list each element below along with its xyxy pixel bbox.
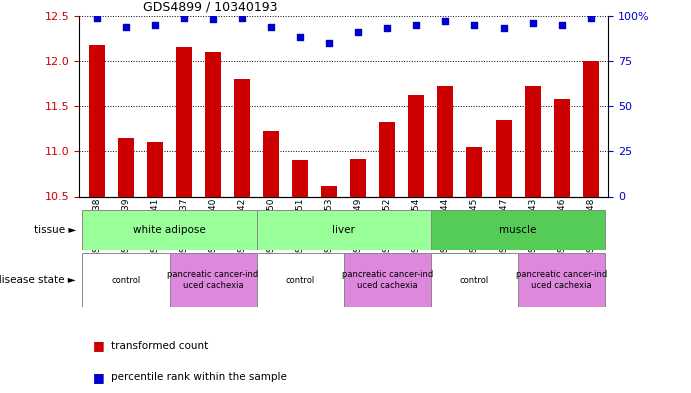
Text: white adipose: white adipose bbox=[133, 225, 206, 235]
Bar bbox=[343, 253, 431, 307]
Point bbox=[178, 15, 189, 21]
Point bbox=[411, 22, 422, 28]
Bar bbox=[431, 210, 605, 250]
Bar bbox=[256, 210, 431, 250]
Text: ■: ■ bbox=[93, 339, 105, 353]
Text: percentile rank within the sample: percentile rank within the sample bbox=[111, 372, 287, 382]
Bar bbox=[553, 99, 569, 196]
Bar bbox=[524, 86, 540, 196]
Point bbox=[294, 34, 305, 40]
Point bbox=[265, 24, 276, 30]
Text: control: control bbox=[460, 275, 489, 285]
Text: transformed count: transformed count bbox=[111, 341, 208, 351]
Bar bbox=[379, 122, 395, 196]
Point bbox=[353, 29, 364, 35]
Text: control: control bbox=[285, 275, 315, 285]
Bar bbox=[321, 185, 337, 196]
Bar bbox=[495, 120, 511, 196]
Text: tissue ►: tissue ► bbox=[34, 225, 76, 235]
Text: muscle: muscle bbox=[500, 225, 537, 235]
Point bbox=[323, 40, 334, 46]
Text: pancreatic cancer-ind
uced cachexia: pancreatic cancer-ind uced cachexia bbox=[167, 270, 258, 290]
Bar bbox=[82, 210, 256, 250]
Point bbox=[556, 22, 567, 28]
Text: disease state ►: disease state ► bbox=[0, 275, 76, 285]
Bar bbox=[82, 253, 169, 307]
Bar bbox=[350, 158, 366, 196]
Point bbox=[440, 18, 451, 24]
Bar bbox=[89, 45, 105, 196]
Point bbox=[498, 25, 509, 31]
Text: GDS4899 / 10340193: GDS4899 / 10340193 bbox=[143, 0, 277, 13]
Bar bbox=[169, 253, 256, 307]
Bar bbox=[176, 47, 192, 196]
Point bbox=[469, 22, 480, 28]
Text: ■: ■ bbox=[93, 371, 105, 384]
Text: liver: liver bbox=[332, 225, 355, 235]
Text: pancreatic cancer-ind
uced cachexia: pancreatic cancer-ind uced cachexia bbox=[342, 270, 433, 290]
Bar bbox=[518, 253, 605, 307]
Bar bbox=[118, 138, 134, 196]
Point bbox=[527, 20, 538, 26]
Point bbox=[382, 25, 393, 31]
Bar bbox=[147, 142, 163, 196]
Point bbox=[585, 15, 596, 21]
Bar bbox=[256, 253, 343, 307]
Bar bbox=[234, 79, 250, 196]
Point bbox=[149, 22, 160, 28]
Point bbox=[120, 24, 131, 30]
Bar bbox=[292, 160, 308, 196]
Bar bbox=[437, 86, 453, 196]
Text: pancreatic cancer-ind
uced cachexia: pancreatic cancer-ind uced cachexia bbox=[516, 270, 607, 290]
Bar bbox=[583, 61, 598, 196]
Point bbox=[207, 16, 218, 22]
Text: control: control bbox=[111, 275, 140, 285]
Bar bbox=[431, 253, 518, 307]
Point bbox=[91, 15, 102, 21]
Bar bbox=[466, 147, 482, 196]
Bar bbox=[205, 52, 221, 196]
Bar bbox=[408, 95, 424, 196]
Point bbox=[236, 15, 247, 21]
Bar bbox=[263, 131, 279, 196]
